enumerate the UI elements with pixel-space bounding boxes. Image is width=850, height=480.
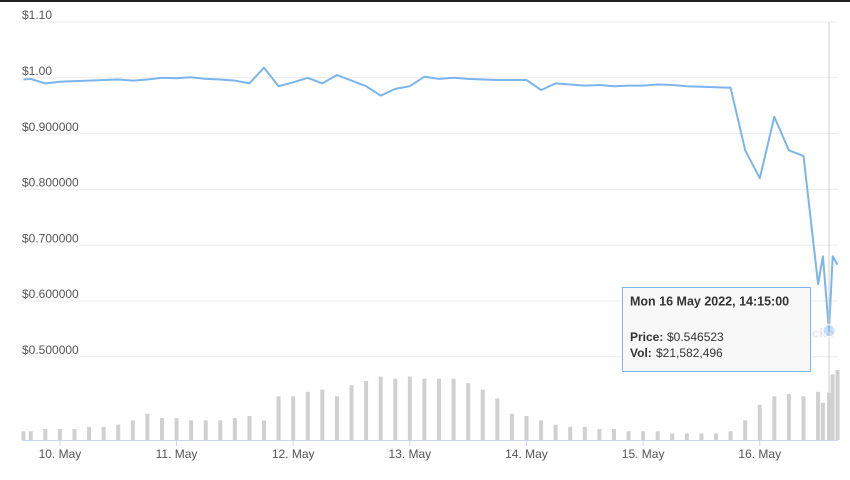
volume-bar <box>276 396 281 440</box>
volume-bar <box>21 431 26 440</box>
volume-bar <box>655 431 660 440</box>
volume-bar <box>174 418 179 440</box>
tooltip-price: $0.546523 <box>667 330 724 344</box>
volume-bar <box>509 413 514 440</box>
volume-bar <box>495 398 500 440</box>
volume-bar <box>757 405 762 440</box>
volume-bar <box>582 426 587 440</box>
volume-bar <box>786 394 791 440</box>
volume-bar <box>159 418 164 440</box>
x-tick-label: 11. May <box>156 447 198 461</box>
volume-bar <box>262 420 267 440</box>
volume-bar <box>378 376 383 440</box>
volume-bar <box>597 429 602 440</box>
volume-bar <box>820 402 825 440</box>
volume-bar <box>364 380 369 440</box>
volume-bar <box>203 420 208 440</box>
volume-bar <box>43 429 48 440</box>
volume-bar <box>670 433 675 440</box>
volume-bar <box>626 431 631 440</box>
volume-bar <box>539 420 544 440</box>
tooltip-vol: $21,582,496 <box>656 346 723 360</box>
window-edge <box>0 0 850 2</box>
volume-bar <box>101 426 106 440</box>
x-tick-label: 15. May <box>622 447 665 461</box>
volume-bar <box>72 429 77 440</box>
volume-bar <box>422 378 427 440</box>
y-tick-label: $0.500000 <box>22 343 79 357</box>
x-tick-label: 13. May <box>388 447 431 461</box>
volume-bar <box>830 374 835 440</box>
tooltip-date: Mon 16 May 2022, 14:15:00 <box>630 294 789 308</box>
hover-marker <box>822 324 836 338</box>
volume-bar <box>743 420 748 440</box>
volume-bar <box>480 389 485 440</box>
volume-bar <box>684 433 689 440</box>
x-tick-label: 12. May <box>272 447 315 461</box>
y-tick-label: $0.800000 <box>22 176 79 190</box>
x-tick-label: 10. May <box>39 447 82 461</box>
volume-bar <box>232 418 237 440</box>
volume-bar <box>407 376 412 440</box>
tooltip-price-label: Price: <box>630 330 663 344</box>
volume-bar <box>451 378 456 440</box>
volume-bar <box>728 431 733 440</box>
tooltip-box <box>622 287 811 372</box>
volume-bar <box>57 429 62 440</box>
volume-bar <box>393 378 398 440</box>
tooltip-vol-label: Vol: <box>630 346 652 360</box>
volume-bar <box>835 370 840 440</box>
volume-bar <box>553 424 558 440</box>
volume-bar <box>524 415 529 440</box>
y-tick-label: $0.900000 <box>22 120 79 134</box>
volume-bar <box>714 433 719 440</box>
volume-bar <box>130 420 135 440</box>
volume-bar <box>772 396 777 440</box>
x-tick-label: 16. May <box>738 447 781 461</box>
volume-bar <box>305 391 310 440</box>
tooltip: Mon 16 May 2022, 14:15:00 Price: $0.546523… <box>622 287 811 372</box>
price-line <box>23 66 839 332</box>
volume-bar <box>568 426 573 440</box>
volume-bar <box>291 396 296 440</box>
volume-bar <box>611 429 616 440</box>
volume-bar <box>320 389 325 440</box>
volume-bar <box>466 383 471 440</box>
volume-bar <box>247 415 252 440</box>
volume-bar <box>28 431 33 440</box>
volume-bar <box>801 396 806 440</box>
volume-bar <box>641 431 646 440</box>
volume-bar <box>218 420 223 440</box>
volume-bar <box>116 424 121 440</box>
y-tick-label: $0.700000 <box>22 231 79 245</box>
y-tick-label: $0.600000 <box>22 287 79 301</box>
volume-bar <box>816 391 821 440</box>
x-tick-label: 14. May <box>505 447 548 461</box>
volume-bar <box>145 413 150 440</box>
volume-bar <box>87 426 92 440</box>
volume-bar <box>349 385 354 440</box>
volume-bar <box>334 396 339 440</box>
y-tick-label: $1.10 <box>22 8 52 22</box>
y-tick-label: $1.00 <box>22 64 52 78</box>
volume-bar <box>436 378 441 440</box>
volume-bar <box>189 420 194 440</box>
volume-bar <box>699 433 704 440</box>
